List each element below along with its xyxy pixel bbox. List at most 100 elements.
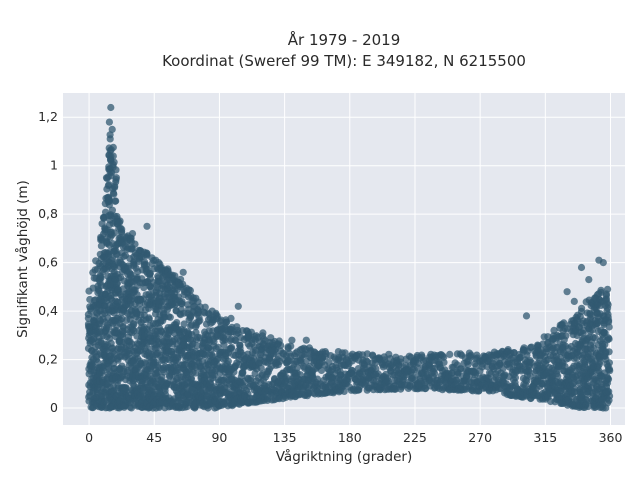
data-point bbox=[440, 358, 448, 366]
data-point bbox=[131, 240, 139, 248]
y-tick-label: 1 bbox=[50, 158, 58, 173]
data-point bbox=[143, 249, 151, 257]
x-tick-label: 45 bbox=[146, 430, 162, 445]
data-point bbox=[192, 369, 200, 377]
data-point bbox=[96, 275, 104, 283]
data-point bbox=[605, 396, 613, 404]
data-point bbox=[110, 190, 118, 198]
data-point bbox=[194, 309, 202, 317]
data-point bbox=[605, 388, 613, 396]
data-point bbox=[111, 197, 119, 205]
data-point bbox=[592, 295, 600, 303]
y-tick-label: 0,4 bbox=[38, 303, 58, 318]
data-point bbox=[109, 152, 117, 160]
data-point bbox=[247, 374, 255, 382]
data-point bbox=[179, 268, 187, 276]
x-tick-label: 0 bbox=[85, 430, 93, 445]
data-point bbox=[122, 385, 130, 393]
y-tick-label: 0,2 bbox=[38, 352, 58, 367]
data-point bbox=[107, 103, 115, 112]
data-point bbox=[220, 341, 228, 349]
data-point bbox=[208, 307, 216, 315]
data-point bbox=[145, 314, 153, 322]
chart-title-line1: År 1979 - 2019 bbox=[288, 30, 401, 49]
data-point bbox=[577, 263, 586, 272]
data-point bbox=[554, 372, 562, 380]
data-point bbox=[604, 310, 612, 318]
data-point bbox=[120, 403, 128, 411]
data-point bbox=[602, 292, 610, 300]
data-point bbox=[143, 222, 151, 230]
data-point bbox=[196, 317, 204, 325]
y-tick-labels: 0 0,2 0,4 0,6 0,8 1 1,2 bbox=[38, 109, 58, 415]
data-point bbox=[129, 319, 137, 328]
data-point bbox=[216, 317, 224, 325]
data-point bbox=[591, 334, 599, 342]
data-point bbox=[114, 259, 122, 267]
data-point bbox=[438, 352, 447, 360]
y-axis-label: Signifikant våghöjd (m) bbox=[14, 180, 31, 338]
data-points bbox=[84, 103, 614, 412]
data-point bbox=[588, 326, 596, 334]
data-point bbox=[446, 350, 454, 358]
data-point bbox=[604, 334, 613, 342]
data-point bbox=[234, 326, 242, 334]
data-point bbox=[287, 342, 295, 350]
data-point bbox=[108, 125, 116, 133]
chart-title-line2: Koordinat (Sweref 99 TM): E 349182, N 62… bbox=[162, 52, 526, 70]
data-point bbox=[463, 358, 471, 366]
x-tick-label: 270 bbox=[468, 430, 492, 445]
data-point bbox=[340, 387, 348, 395]
data-point bbox=[111, 183, 119, 192]
data-point bbox=[201, 303, 209, 311]
x-tick-label: 135 bbox=[273, 430, 297, 445]
data-point bbox=[605, 323, 613, 331]
data-point bbox=[570, 297, 578, 305]
y-tick-label: 1,2 bbox=[38, 109, 58, 124]
x-tick-label: 90 bbox=[211, 430, 227, 445]
data-point bbox=[512, 368, 520, 376]
data-point bbox=[604, 374, 612, 382]
data-point bbox=[556, 324, 564, 332]
data-point bbox=[97, 242, 105, 250]
data-point bbox=[244, 331, 252, 339]
data-point bbox=[186, 286, 194, 295]
data-point bbox=[160, 368, 168, 376]
data-point bbox=[117, 229, 126, 237]
data-point bbox=[259, 329, 267, 337]
data-point bbox=[155, 259, 163, 267]
data-point bbox=[257, 364, 265, 372]
data-point bbox=[214, 343, 222, 351]
data-point bbox=[605, 348, 613, 356]
y-tick-label: 0,6 bbox=[38, 255, 58, 270]
data-point bbox=[227, 314, 235, 322]
data-point bbox=[224, 357, 232, 365]
data-point bbox=[180, 320, 188, 328]
data-point bbox=[130, 327, 138, 335]
data-point bbox=[604, 362, 612, 370]
x-tick-labels: 0 45 90 135 180 225 270 315 360 bbox=[85, 430, 622, 445]
data-point bbox=[173, 319, 181, 327]
data-point bbox=[302, 336, 310, 344]
data-point bbox=[115, 219, 123, 227]
data-point bbox=[112, 166, 120, 174]
data-point bbox=[99, 367, 107, 375]
data-point bbox=[146, 269, 154, 277]
data-point bbox=[384, 377, 392, 385]
data-point bbox=[397, 355, 405, 363]
data-point bbox=[171, 272, 179, 280]
data-point bbox=[102, 174, 111, 182]
data-point bbox=[234, 302, 242, 310]
data-point bbox=[178, 300, 186, 308]
data-point bbox=[604, 301, 612, 309]
data-point bbox=[522, 312, 531, 320]
data-point bbox=[128, 230, 137, 238]
data-point bbox=[92, 355, 100, 364]
data-point bbox=[560, 319, 568, 327]
data-point bbox=[127, 270, 135, 278]
data-point bbox=[118, 332, 126, 340]
data-point bbox=[317, 366, 326, 374]
data-point bbox=[105, 118, 113, 126]
data-point bbox=[106, 196, 114, 204]
